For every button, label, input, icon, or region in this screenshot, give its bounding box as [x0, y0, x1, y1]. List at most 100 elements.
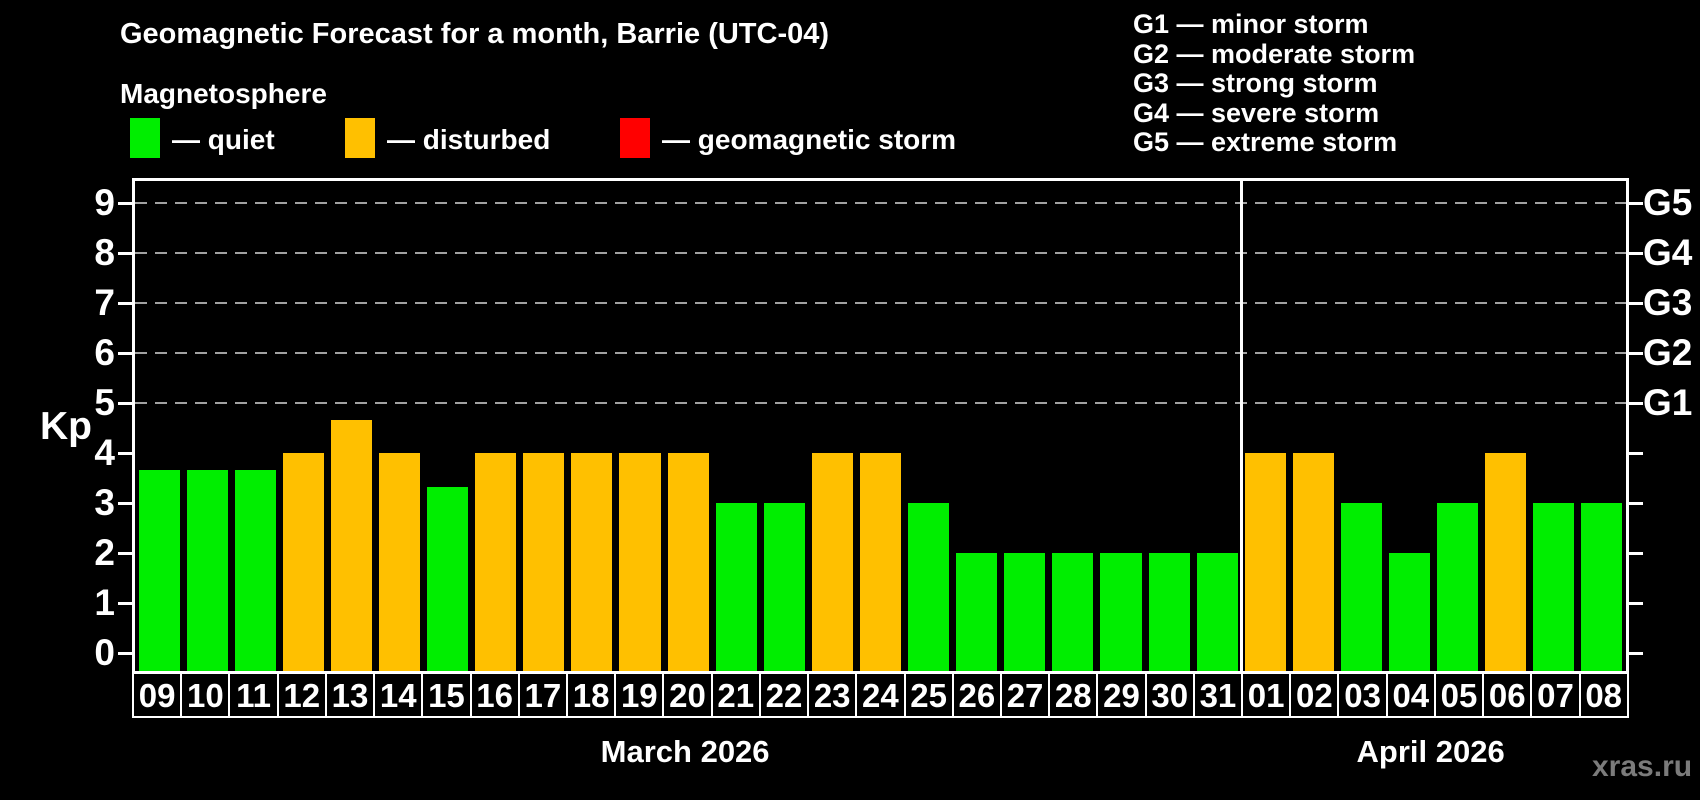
g-level-label-g4: G4: [1643, 232, 1693, 273]
chart-title: Geomagnetic Forecast for a month, Barrie…: [120, 18, 830, 50]
kp-bar-22: [763, 503, 805, 671]
kp-bar-05: [1437, 503, 1479, 671]
right-axis-tick: [1629, 352, 1643, 355]
y-tick-label-2: 2: [94, 532, 115, 573]
y-axis-tick: [118, 652, 132, 655]
kp-bar-25: [908, 503, 950, 671]
date-label-02: 02: [1289, 672, 1340, 718]
kp-bar-30: [1148, 553, 1190, 671]
kp-bar-27: [1004, 553, 1046, 671]
date-label-01: 01: [1241, 672, 1292, 718]
date-label-21: 21: [710, 672, 761, 718]
date-label-09: 09: [132, 672, 183, 718]
kp-bar-13: [330, 419, 372, 671]
kp-bar-26: [956, 553, 998, 671]
date-label-25: 25: [903, 672, 954, 718]
date-label-31: 31: [1192, 672, 1244, 718]
gridline-kp9: [135, 202, 1626, 204]
g-level-label-g2: G2: [1643, 332, 1693, 373]
legend-label-storm: — geomagnetic storm: [662, 124, 957, 155]
kp-bar-03: [1340, 503, 1382, 671]
y-tick-label-7: 7: [94, 282, 115, 323]
right-axis-tick: [1629, 302, 1643, 305]
date-label-27: 27: [999, 672, 1051, 718]
g-legend-line: G1 — minor storm: [1133, 9, 1369, 39]
kp-bar-17: [523, 453, 565, 671]
y-tick-label-4: 4: [94, 432, 115, 473]
date-label-14: 14: [373, 672, 424, 718]
kp-bar-18: [571, 453, 613, 671]
magnetosphere-label: Magnetosphere: [120, 78, 327, 109]
g-level-label-g5: G5: [1643, 182, 1693, 223]
y-axis-tick: [118, 502, 132, 505]
gridline-kp6: [135, 352, 1626, 354]
kp-bar-10: [186, 469, 228, 671]
x-axis-date-row: 09 10 11 12 13 14 15 16 17 18 19 20 21 22 23 24 25 26 27 28…: [132, 672, 1629, 718]
date-label-04: 04: [1385, 672, 1436, 718]
kp-bar-02: [1292, 453, 1334, 671]
date-label-20: 20: [662, 672, 713, 718]
date-label-17: 17: [517, 672, 568, 718]
date-label-12: 12: [276, 672, 327, 718]
kp-bar-15: [427, 486, 469, 671]
right-axis-tick: [1629, 652, 1643, 655]
kp-bar-16: [475, 453, 517, 671]
date-label-28: 28: [1048, 672, 1099, 718]
y-axis-title: Kp: [40, 405, 92, 448]
month-label-0: March 2026: [600, 734, 770, 769]
date-label-08: 08: [1578, 672, 1629, 718]
date-label-29: 29: [1096, 672, 1147, 718]
kp-bar-20: [667, 453, 709, 671]
y-axis-tick: [118, 352, 132, 355]
right-axis-tick: [1629, 502, 1643, 505]
kp-bar-23: [811, 453, 853, 671]
date-label-24: 24: [855, 672, 906, 718]
right-axis-tick: [1629, 552, 1643, 555]
date-label-05: 05: [1433, 672, 1485, 718]
right-axis-tick: [1629, 252, 1643, 255]
right-axis-tick: [1629, 202, 1643, 205]
y-tick-label-8: 8: [94, 232, 115, 273]
kp-bar-12: [282, 453, 324, 671]
y-tick-label-9: 9: [94, 182, 115, 223]
y-tick-label-6: 6: [94, 332, 115, 373]
g-level-label-g3: G3: [1643, 282, 1693, 323]
kp-bar-21: [715, 503, 757, 671]
gridline-kp7: [135, 302, 1626, 304]
date-label-19: 19: [614, 672, 665, 718]
g-legend-line: G5 — extreme storm: [1133, 127, 1398, 157]
g-level-label-g1: G1: [1643, 382, 1693, 423]
y-axis-tick: [118, 402, 132, 405]
date-label-15: 15: [421, 672, 472, 718]
y-axis-tick: [118, 202, 132, 205]
date-label-06: 06: [1482, 672, 1533, 718]
month-separator-line: [1239, 181, 1243, 671]
month-label-1: April 2026: [1356, 734, 1505, 769]
kp-bar-04: [1389, 553, 1431, 671]
g-legend-line: G3 — strong storm: [1133, 68, 1378, 98]
legend-label-disturbed: — disturbed: [387, 124, 551, 155]
date-label-03: 03: [1337, 672, 1388, 718]
y-tick-label-0: 0: [94, 632, 115, 673]
g-legend-line: G2 — moderate storm: [1133, 38, 1416, 69]
date-label-11: 11: [228, 672, 279, 718]
right-axis-tick: [1629, 402, 1643, 405]
kp-bar-31: [1196, 553, 1238, 671]
y-tick-label-1: 1: [94, 582, 115, 623]
gridline-kp5: [135, 402, 1626, 404]
date-label-18: 18: [565, 672, 617, 718]
watermark: xras.ru: [1592, 750, 1693, 783]
date-label-22: 22: [758, 672, 810, 718]
date-label-16: 16: [469, 672, 520, 718]
kp-bar-28: [1052, 553, 1094, 671]
legend-label-quiet: — quiet: [172, 124, 275, 155]
kp-bar-07: [1533, 503, 1575, 671]
right-axis-tick: [1629, 602, 1643, 605]
y-axis-tick: [118, 602, 132, 605]
date-label-10: 10: [180, 672, 231, 718]
kp-bar-14: [378, 453, 421, 671]
y-axis-tick: [118, 252, 132, 255]
g-scale-legend: G1 — minor storm G2 — moderate storm G3 — …: [1133, 9, 1416, 158]
kp-bar-11: [234, 469, 276, 671]
